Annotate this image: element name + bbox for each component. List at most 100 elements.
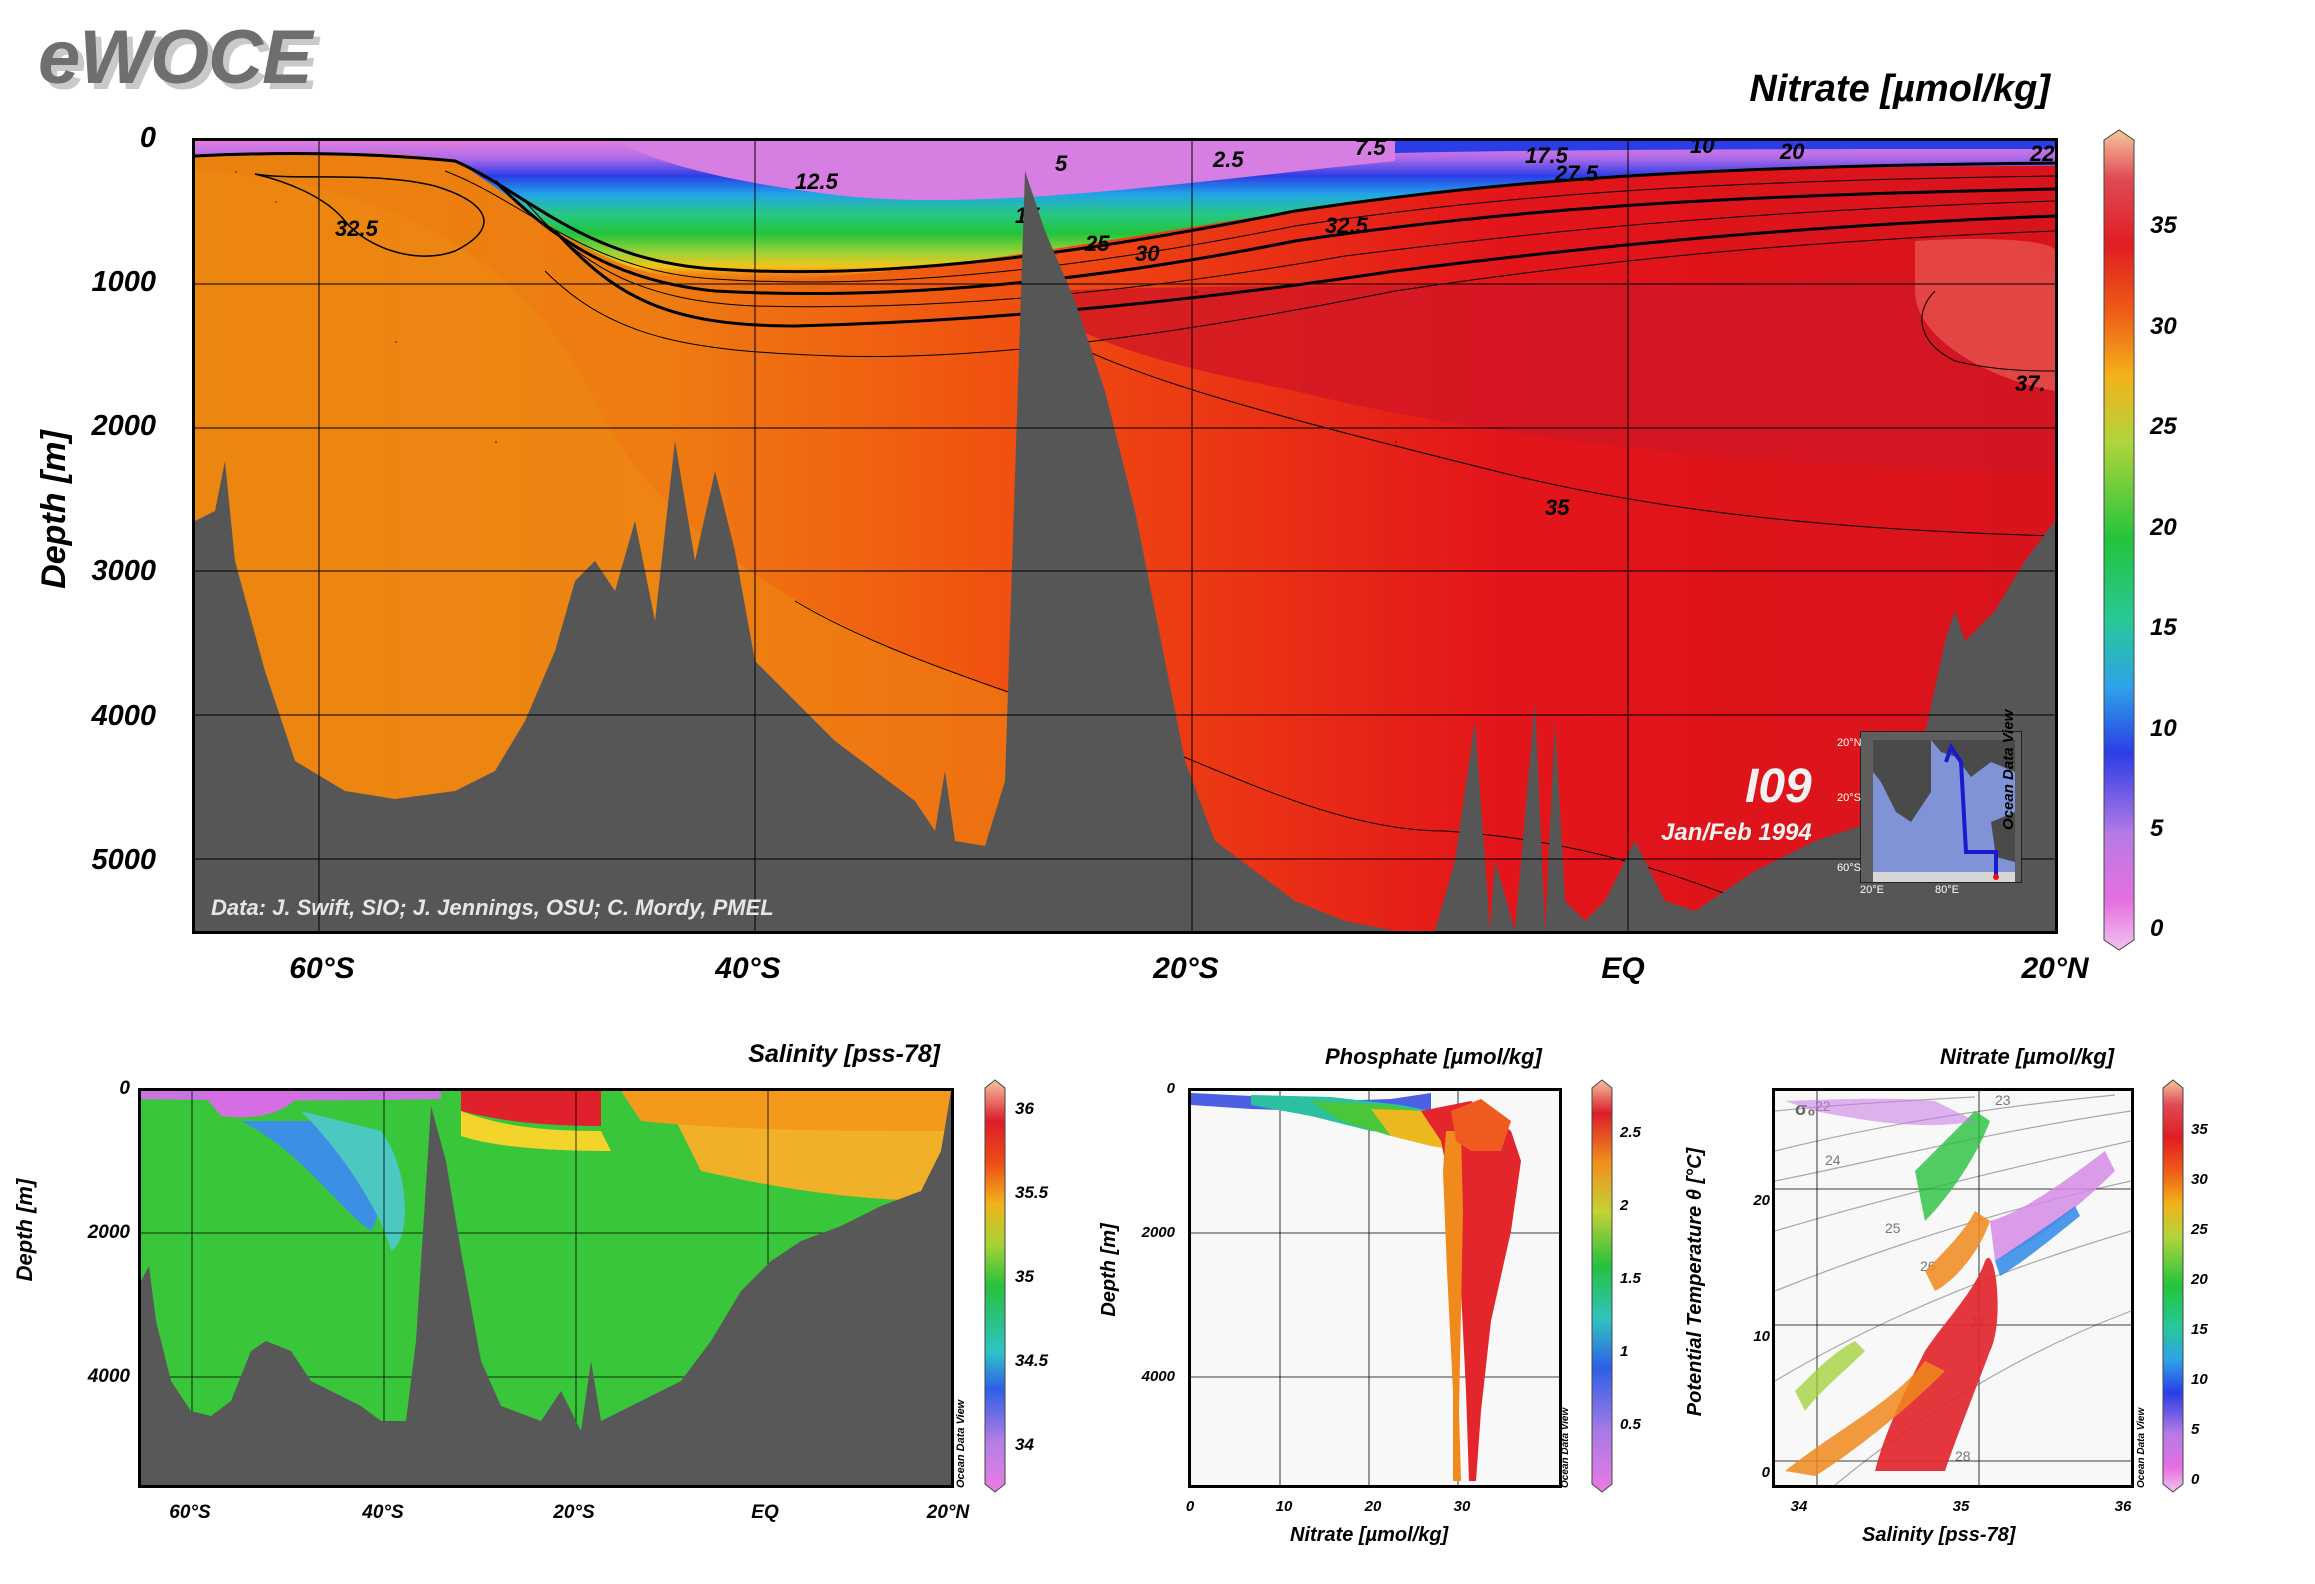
- contour-label: 32.5: [1325, 213, 1369, 238]
- ts-cb-tick: 5: [2191, 1421, 2200, 1438]
- colorbar-tick: 15: [2150, 614, 2177, 641]
- ts-cb-tick: 15: [2191, 1321, 2208, 1338]
- ts-cb-tick: 35: [2191, 1121, 2208, 1138]
- main-ytick: 5000: [91, 844, 156, 876]
- ts-cb-tick: 0: [2191, 1471, 2200, 1488]
- ts-odv-label: Ocean Data View: [2136, 1407, 2147, 1488]
- salinity-colorbar: 36 35.5 35 34.5 34: [984, 1079, 1049, 1493]
- contour-label: 30: [1135, 241, 1160, 266]
- phosphate-ytick: 4000: [1141, 1368, 1175, 1385]
- contour-label: 35: [1545, 495, 1570, 520]
- inset-map: 20°N 20°S 60°S: [1837, 731, 2022, 883]
- phosphate-cb-tick: 1: [1620, 1343, 1628, 1360]
- contour-label: 25: [1084, 231, 1110, 256]
- phosphate-cb-tick: 1.5: [1620, 1270, 1642, 1287]
- main-ytick: 1000: [91, 266, 156, 298]
- phosphate-cb-tick: 2.5: [1619, 1124, 1642, 1141]
- contour-label: 17.5: [1525, 143, 1569, 168]
- ts-cb-tick: 25: [2190, 1221, 2208, 1238]
- phosphate-xtick: 0: [1185, 1498, 1195, 1515]
- main-xtick: EQ: [1601, 952, 1645, 985]
- main-xtick: 40°S: [715, 952, 781, 985]
- colorbar-tick: 5: [2150, 815, 2164, 842]
- phosphate-xtick: 20: [1364, 1498, 1382, 1515]
- main-chart-title: Nitrate [µmol/kg]: [1749, 68, 2050, 110]
- isopycnal-label: 28: [1955, 1448, 1971, 1464]
- salinity-xtick: 60°S: [169, 1502, 211, 1523]
- phosphate-colorbar: 2.5 2 1.5 1 0.5: [1591, 1079, 1642, 1493]
- phosphate-odv-label: Ocean Data View: [1560, 1407, 1571, 1488]
- ts-cb-tick: 20: [2190, 1271, 2208, 1288]
- salinity-cb-tick: 35: [1015, 1267, 1034, 1286]
- salinity-cb-tick: 35.5: [1015, 1183, 1049, 1202]
- ts-ytick: 20: [1753, 1192, 1770, 1209]
- phosphate-xtick: 10: [1275, 1498, 1293, 1515]
- colorbar-tick: 20: [2149, 514, 2177, 541]
- main-xtick: 20°N: [2021, 952, 2089, 985]
- contour-label: 32.5: [335, 216, 379, 241]
- ts-xtick: 36: [2114, 1498, 2132, 1515]
- isopycnal-label: 24: [1825, 1152, 1841, 1168]
- colorbar-tick: 25: [2149, 413, 2177, 440]
- isopycnal-label: 25: [1885, 1220, 1901, 1236]
- colorbar-tick: 35: [2150, 212, 2177, 239]
- salinity-title: Salinity [pss-78]: [748, 1040, 940, 1068]
- cruise-date: Jan/Feb 1994: [1661, 819, 1812, 846]
- ts-y-label: Potential Temperature θ [°C]: [1684, 1147, 1706, 1417]
- salinity-ytick: 0: [119, 1078, 130, 1099]
- ts-plot-area: 22 23 24 25 26 27 28 σ₀: [1772, 1088, 2134, 1488]
- ts-xtick: 35: [1952, 1498, 1970, 1515]
- ts-ytick: 0: [1761, 1464, 1770, 1481]
- contour-label: 5: [1055, 151, 1068, 176]
- salinity-y-label: Depth [m]: [12, 1178, 37, 1282]
- inset-lon-label: 80°E: [1935, 884, 1959, 896]
- phosphate-cb-tick: 2: [1619, 1197, 1629, 1214]
- main-ytick: 3000: [91, 555, 156, 587]
- salinity-xtick: EQ: [751, 1502, 779, 1523]
- colorbar-tick: 10: [2150, 715, 2177, 742]
- ts-title: Nitrate [µmol/kg]: [1940, 1044, 2115, 1069]
- ts-cb-tick: 10: [2191, 1371, 2208, 1388]
- contour-label: 22: [2029, 141, 2055, 166]
- salinity-ytick: 4000: [87, 1366, 130, 1387]
- colorbar-tick: 0: [2150, 915, 2164, 942]
- contour-label: 12.5: [795, 169, 839, 194]
- salinity-cb-tick: 36: [1015, 1099, 1034, 1118]
- phosphate-xtick: 30: [1453, 1498, 1471, 1515]
- phosphate-plot-area: [1188, 1088, 1562, 1488]
- main-xtick: 60°S: [289, 952, 355, 985]
- salinity-odv-label: Ocean Data View: [955, 1399, 967, 1488]
- contour-label: 27.5: [1554, 161, 1599, 186]
- phosphate-x-label: Nitrate [µmol/kg]: [1290, 1524, 1449, 1546]
- salinity-xtick: 20°S: [553, 1502, 595, 1523]
- ts-x-label: Salinity [pss-78]: [1862, 1524, 2016, 1546]
- ts-ytick: 10: [1753, 1328, 1770, 1345]
- inset-lat-label: 60°S: [1837, 862, 1861, 874]
- contour-label: 7.5: [1355, 141, 1386, 160]
- phosphate-title: Phosphate [µmol/kg]: [1325, 1044, 1542, 1069]
- inset-lat-label: 20°N: [1837, 737, 1862, 749]
- contour-label: 20: [1779, 141, 1805, 164]
- main-ytick: 4000: [91, 700, 156, 732]
- colorbar-tick: 30: [2150, 313, 2177, 340]
- salinity-xtick: 20°N: [926, 1502, 970, 1523]
- ts-cb-tick: 30: [2191, 1171, 2208, 1188]
- ewoce-logo: eWOCE: [38, 15, 313, 100]
- salinity-xtick: 40°S: [362, 1502, 404, 1523]
- phosphate-ytick: 2000: [1141, 1224, 1175, 1241]
- phosphate-cb-tick: 0.5: [1620, 1416, 1642, 1433]
- salinity-cb-tick: 34: [1015, 1435, 1034, 1454]
- data-credit: Data: J. Swift, SIO; J. Jennings, OSU; C…: [211, 895, 774, 920]
- inset-lon-label: 20°E: [1860, 884, 1884, 896]
- inset-lat-label: 20°S: [1837, 792, 1861, 804]
- phosphate-y-label: Depth [m]: [1098, 1223, 1120, 1317]
- main-plot-area: 32.5 5 2.5 7.5 10 12.5 15 17.5 20 22 25 …: [192, 138, 2058, 934]
- contour-label: 37.: [2015, 371, 2046, 396]
- contour-label: 10: [1690, 141, 1715, 158]
- phosphate-ytick: 0: [1166, 1080, 1175, 1097]
- main-ytick: 2000: [91, 410, 156, 442]
- ts-colorbar: 35 30 25 20 15 10 5 0: [2162, 1079, 2208, 1493]
- main-xtick: 20°S: [1153, 952, 1219, 985]
- section-name: I09: [1745, 760, 1812, 813]
- main-odv-label: Ocean Data View: [2000, 709, 2017, 830]
